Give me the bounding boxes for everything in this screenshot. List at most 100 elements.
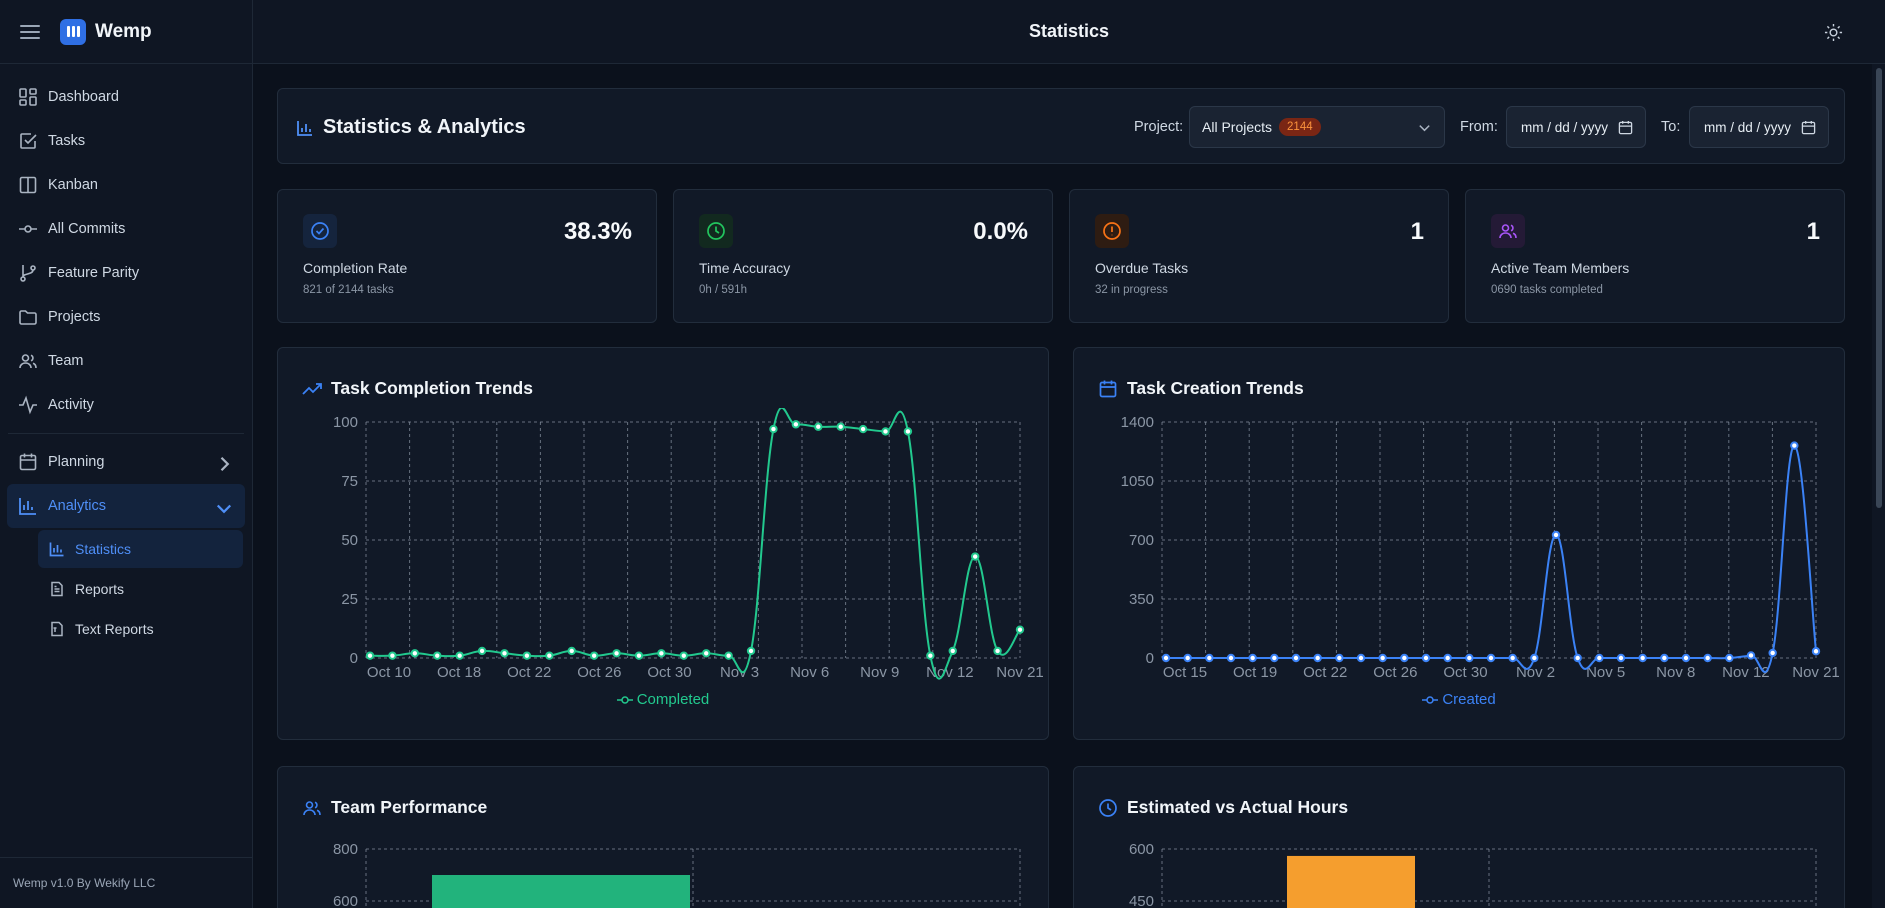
folder-icon (18, 307, 38, 327)
x-tick-label: Oct 30 (647, 664, 691, 681)
sidebar-item-projects[interactable]: Projects (0, 295, 252, 339)
data-point (657, 649, 666, 658)
data-point (410, 649, 420, 658)
sidebar-subitem-text-reports[interactable]: Text Reports (0, 610, 252, 648)
data-point (1486, 653, 1496, 663)
sidebar-item-label: Projects (48, 309, 101, 325)
data-point (589, 651, 599, 660)
data-point (433, 651, 442, 660)
data-point (1811, 647, 1821, 656)
check-circle-icon (303, 214, 337, 248)
data-point (1616, 653, 1626, 663)
data-point (970, 552, 980, 561)
y-tick-label: 50 (341, 532, 358, 549)
project-select-value: All Projects (1202, 119, 1273, 135)
project-count-badge: 2144 (1279, 118, 1321, 136)
analytics-title-text: Statistics & Analytics (323, 116, 526, 138)
data-point (1443, 653, 1452, 663)
sidebar-item-all-commits[interactable]: All Commits (0, 207, 252, 251)
chart-legend[interactable]: Created (1074, 691, 1844, 708)
data-point (993, 646, 1002, 656)
sidebar-subitem-reports[interactable]: Reports (0, 570, 252, 608)
chevron-down-icon (214, 498, 232, 514)
sidebar-item-team[interactable]: Team (0, 339, 252, 383)
data-point (1183, 653, 1192, 663)
data-point (1378, 653, 1387, 663)
data-point (1573, 653, 1582, 663)
stat-label: Time Accuracy (699, 260, 791, 276)
calendar-icon[interactable] (1801, 120, 1816, 135)
sidebar-item-feature-parity[interactable]: Feature Parity (0, 251, 252, 295)
menu-icon[interactable] (20, 22, 40, 42)
clock-icon (1098, 798, 1118, 818)
stat-subtext: 0h / 591h (699, 284, 747, 296)
sidebar-item-label: Activity (48, 397, 94, 413)
from-date-input[interactable]: mm / dd / yyyy (1506, 106, 1646, 148)
sidebar-item-analytics[interactable]: Analytics (7, 484, 245, 528)
document-text-icon (49, 621, 65, 637)
sidebar-subitem-label: Text Reports (75, 621, 154, 637)
chart-legend[interactable]: Completed (278, 691, 1048, 708)
completion-trend-chart: 0 25 50 75 100 Oct 10 Oct 18 Oct 22 Oct 26 Oct 30… (333, 408, 1044, 681)
sidebar-subitem-statistics[interactable]: Statistics (38, 530, 243, 568)
y-tick-label: 600 (1129, 841, 1154, 858)
x-tick-label: Oct 10 (367, 664, 411, 681)
sidebar-item-label: Kanban (48, 177, 98, 193)
sidebar-item-label: Feature Parity (48, 265, 140, 281)
chart-title-text: Team Performance (331, 797, 488, 817)
from-date-placeholder: mm / dd / yyyy (1521, 119, 1609, 135)
x-tick-label: Oct 19 (1233, 664, 1277, 681)
sidebar-item-activity[interactable]: Activity (0, 383, 252, 427)
y-tick-label: 0 (1146, 650, 1154, 667)
project-label: Project: (1134, 119, 1184, 135)
data-point (1161, 653, 1171, 663)
calendar-icon[interactable] (1618, 120, 1633, 135)
bar (432, 875, 690, 908)
brand-bar: Wemp (0, 0, 252, 64)
legend-line-icon (616, 695, 633, 704)
analytics-header: Statistics & Analytics Project: All Proj… (277, 88, 1845, 164)
data-point (926, 651, 935, 660)
stat-subtext: 32 in progress (1095, 284, 1168, 296)
chart-title: Task Completion Trends (302, 378, 533, 399)
data-point (702, 649, 711, 658)
data-point (814, 422, 823, 431)
sidebar-item-dashboard[interactable]: Dashboard (0, 75, 252, 119)
legend-label: Completed (636, 691, 710, 708)
to-label: To: (1661, 119, 1681, 135)
series-line (369, 408, 1021, 680)
scrollbar-thumb[interactable] (1876, 68, 1882, 508)
stat-label: Active Team Members (1491, 260, 1630, 276)
chart-card-creation-trends: Task Creation Trends 0 350 700 1050 1400 Oct … (1073, 347, 1845, 740)
chart-card-completion-trends: Task Completion Trends 0 25 50 75 100 Oct 10 O… (277, 347, 1049, 740)
chevron-down-icon (1417, 120, 1432, 135)
chart-title-text: Estimated vs Actual Hours (1127, 797, 1349, 817)
data-point (455, 651, 464, 660)
sidebar-item-tasks[interactable]: Tasks (0, 119, 252, 163)
data-point (769, 424, 778, 434)
data-point (1270, 653, 1279, 663)
document-icon (49, 581, 65, 597)
stat-card-time-accuracy: 0.0% Time Accuracy 0h / 591h (673, 189, 1053, 323)
stat-value: 1 (1410, 218, 1424, 245)
chart-card-estimated-vs-actual: Estimated vs Actual Hours 600 450 (1073, 766, 1845, 908)
x-tick-label: Nov 12 (926, 664, 974, 681)
data-point (1660, 653, 1669, 663)
data-point (791, 420, 801, 429)
y-tick-label: 800 (333, 841, 358, 858)
activity-icon (18, 395, 38, 415)
data-point (634, 651, 644, 660)
sun-icon[interactable] (1824, 23, 1843, 42)
to-date-input[interactable]: mm / dd / yyyy (1689, 106, 1829, 148)
data-point (1746, 651, 1756, 660)
stat-value: 0.0% (973, 218, 1028, 245)
x-tick-label: Nov 3 (720, 664, 759, 681)
project-select[interactable]: All Projects 2144 (1189, 106, 1445, 148)
data-point (522, 651, 532, 660)
sidebar-item-kanban[interactable]: Kanban (0, 163, 252, 207)
stat-card-completion-rate: 38.3% Completion Rate 821 of 2144 tasks (277, 189, 657, 323)
y-tick-label: 1050 (1121, 473, 1154, 490)
chevron-right-icon (214, 454, 230, 472)
sidebar-item-label: Tasks (48, 133, 86, 149)
sidebar-item-planning[interactable]: Planning (0, 440, 252, 484)
